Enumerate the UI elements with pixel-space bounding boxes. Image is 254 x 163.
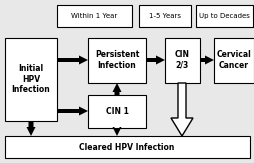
Polygon shape [170, 83, 192, 136]
Text: Cleared HPV Infection: Cleared HPV Infection [79, 142, 174, 151]
Text: Cervical
Cancer: Cervical Cancer [216, 50, 250, 70]
Polygon shape [26, 121, 35, 136]
Bar [5, 136, 249, 158]
Text: Within 1 Year: Within 1 Year [71, 13, 117, 19]
Bar [88, 95, 146, 128]
Text: 1-5 Years: 1-5 Years [148, 13, 180, 19]
Polygon shape [112, 127, 121, 136]
Text: Up to Decades: Up to Decades [198, 13, 248, 19]
Text: Persistent
Infection: Persistent Infection [94, 50, 139, 70]
Polygon shape [112, 83, 121, 95]
Bar [88, 38, 146, 83]
Polygon shape [57, 106, 88, 116]
Bar [195, 5, 252, 27]
Polygon shape [57, 55, 88, 65]
Bar [164, 38, 199, 83]
Bar [138, 5, 190, 27]
Text: CIN
2/3: CIN 2/3 [174, 50, 189, 70]
Polygon shape [199, 55, 213, 65]
Text: Initial
HPV
Infection: Initial HPV Infection [12, 64, 50, 94]
Polygon shape [146, 55, 164, 65]
Text: CIN 1: CIN 1 [105, 106, 128, 116]
Bar [5, 38, 57, 121]
Bar [213, 38, 253, 83]
Bar [57, 5, 132, 27]
